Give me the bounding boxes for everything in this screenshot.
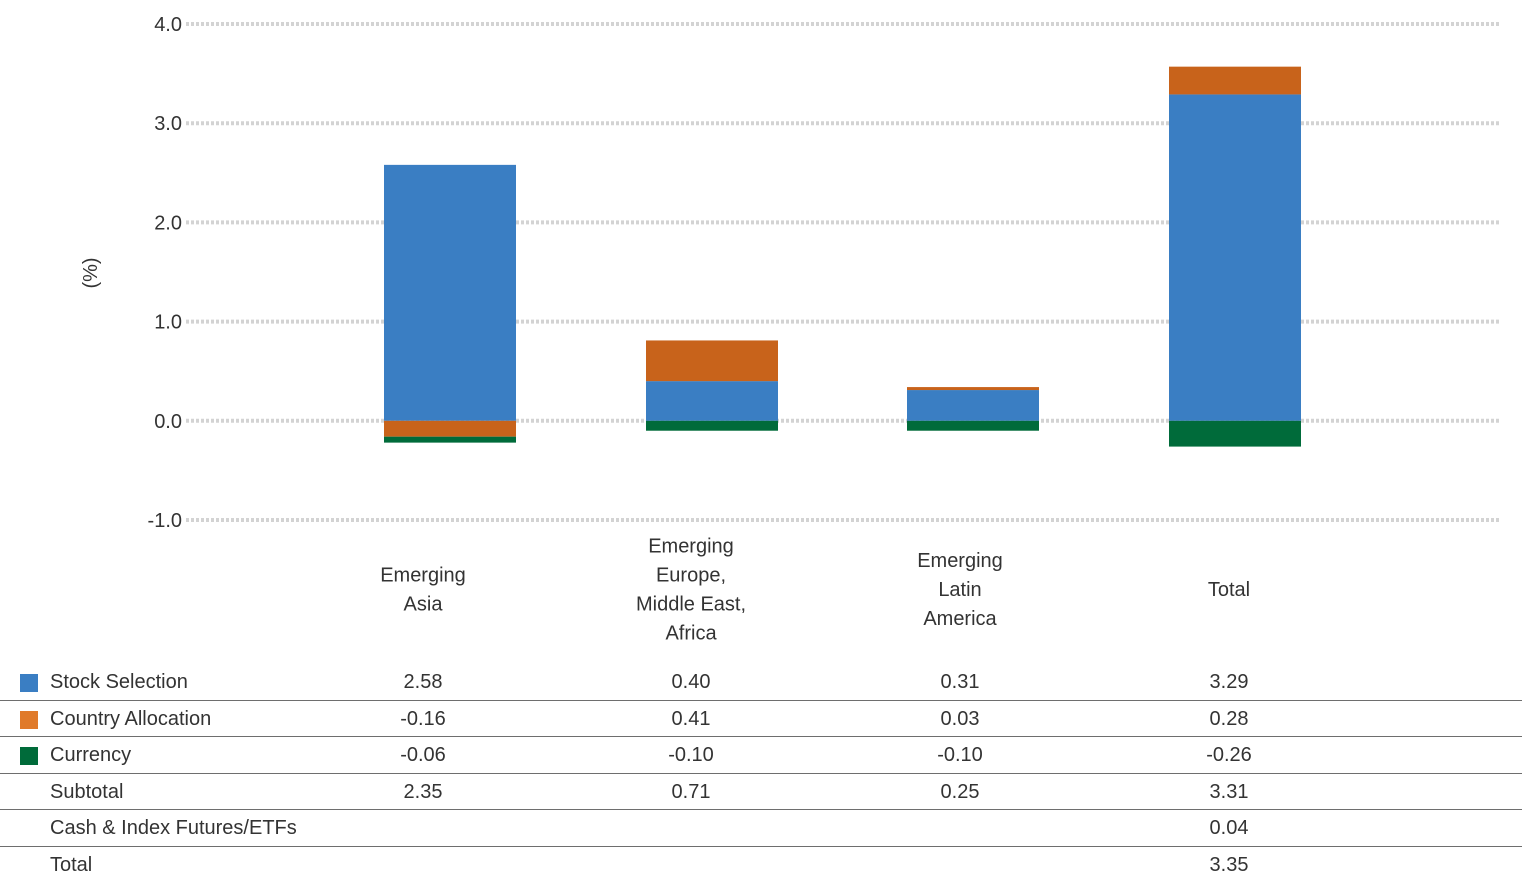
table-cell: -0.16 (343, 706, 503, 732)
row-label: Total (50, 852, 92, 878)
table-row: Currency -0.06 -0.10 -0.10 -0.26 (0, 737, 1522, 774)
y-tick-label: 2.0 (154, 212, 182, 234)
bar-segment (646, 340, 778, 381)
bar-segment (907, 390, 1039, 421)
row-label: Subtotal (50, 779, 123, 805)
table-cell: 3.35 (1149, 852, 1309, 878)
table-cell: 0.40 (611, 669, 771, 695)
bar-segment (1169, 421, 1301, 447)
table-cell: -0.26 (1149, 742, 1309, 768)
attribution-table: Stock Selection 2.58 0.40 0.31 3.29 Country A… (0, 664, 1522, 883)
table-cell: 0.71 (611, 779, 771, 805)
table-cell: 0.41 (611, 706, 771, 732)
table-cell: -0.06 (343, 742, 503, 768)
bar-segment (384, 421, 516, 437)
table-row: Cash & Index Futures/ETFs 0.04 (0, 810, 1522, 847)
table-cell: 0.25 (880, 779, 1040, 805)
bar-segment (1169, 94, 1301, 420)
bar-segment (907, 421, 1039, 431)
y-axis-ticks: 4.0 3.0 2.0 1.0 0.0 -1.0 (148, 14, 182, 532)
y-tick-label: -1.0 (148, 510, 182, 532)
row-label: Country Allocation (50, 706, 211, 732)
table-cell: 0.04 (1149, 815, 1309, 841)
legend-swatch (20, 747, 38, 765)
table-row: Country Allocation -0.16 0.41 0.03 0.28 (0, 701, 1522, 738)
bar-segment (646, 421, 778, 431)
legend-swatch (20, 674, 38, 692)
table-cell: -0.10 (611, 742, 771, 768)
table-cell: 2.58 (343, 669, 503, 695)
y-axis-label: (%) (80, 257, 102, 288)
y-tick-label: 1.0 (154, 312, 182, 334)
table-cell: 2.35 (343, 779, 503, 805)
y-tick-label: 4.0 (154, 14, 182, 36)
row-label: Stock Selection (50, 669, 188, 695)
table-cell: 3.29 (1149, 669, 1309, 695)
row-label: Currency (50, 742, 131, 768)
table-cell: 0.28 (1149, 706, 1309, 732)
y-tick-label: 0.0 (154, 411, 182, 433)
table-row: Stock Selection 2.58 0.40 0.31 3.29 (0, 664, 1522, 701)
bar-segment (907, 387, 1039, 390)
legend-swatch (20, 711, 38, 729)
bar-segment (384, 165, 516, 421)
y-tick-label: 3.0 (154, 113, 182, 135)
table-cell: 3.31 (1149, 779, 1309, 805)
bar-segment (1169, 67, 1301, 95)
bar-segment (384, 437, 516, 443)
table-cell: 0.03 (880, 706, 1040, 732)
table-row: Total 3.35 (0, 847, 1522, 883)
row-label: Cash & Index Futures/ETFs (50, 815, 297, 841)
bar-segment (646, 381, 778, 421)
category-label: Total (1208, 579, 1250, 601)
gridlines (186, 24, 1500, 520)
table-cell: 0.31 (880, 669, 1040, 695)
table-row: Subtotal 2.35 0.71 0.25 3.31 (0, 774, 1522, 811)
table-cell: -0.10 (880, 742, 1040, 768)
